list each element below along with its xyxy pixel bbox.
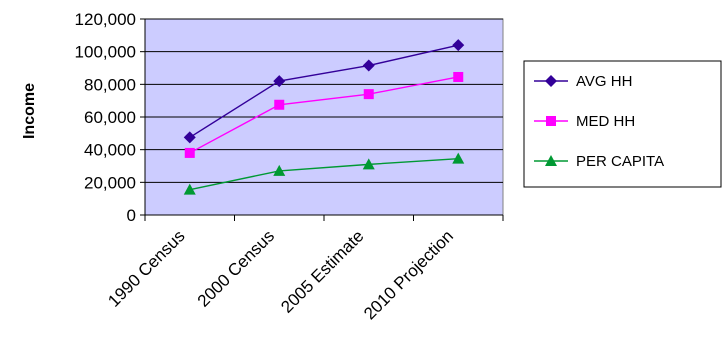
data-point-per-capita	[183, 183, 196, 195]
data-point-per-capita	[362, 158, 375, 170]
data-point-med-hh	[184, 147, 195, 158]
series-avg-hh	[183, 39, 465, 144]
data-point-med-hh	[274, 99, 285, 110]
data-point-avg-hh	[362, 59, 375, 72]
legend-entry-per-capita: PER CAPITA	[534, 153, 664, 170]
y-tick-label: 80,000	[84, 75, 136, 94]
data-point-avg-hh	[452, 39, 465, 52]
y-axis-label: Income	[21, 83, 38, 139]
axes	[144, 19, 504, 221]
y-tick-label: 100,000	[75, 43, 136, 62]
y-tick-label: 120,000	[75, 10, 136, 29]
x-tick-labels: 1990 Census 2000 Census 2005 Estimate2010 …	[104, 226, 457, 323]
series-line-avg-hh	[189, 44, 459, 139]
y-tick-label: 20,000	[84, 173, 136, 192]
y-tick-label: 60,000	[84, 108, 136, 127]
data-point-avg-hh	[273, 75, 286, 88]
data-point-per-capita	[273, 164, 286, 176]
legend-marker	[546, 116, 556, 126]
series-med-hh	[184, 71, 464, 158]
y-tick-label: 0	[127, 206, 136, 225]
x-tick-label: 2005 Estimate	[277, 226, 367, 316]
series-line-per-capita	[189, 157, 459, 191]
y-tick-label: 40,000	[84, 141, 136, 160]
series-group	[183, 39, 465, 195]
legend-label: MED HH	[576, 113, 635, 130]
x-tick-label: 1990 Census	[104, 226, 188, 310]
legend-entry-med-hh: MED HH	[534, 113, 635, 130]
legend-label: PER CAPITA	[576, 153, 664, 170]
legend-marker	[545, 155, 557, 166]
y-tick-labels: 0 20,000 40,000 60,000 80,000 100,000 120,000	[75, 10, 136, 225]
legend-marker	[545, 75, 557, 87]
data-point-med-hh	[363, 89, 374, 100]
legend-label: AVG HH	[576, 73, 632, 90]
series-line-med-hh	[189, 76, 459, 154]
x-tick-label: 2010 Projection	[360, 226, 457, 323]
legend: AVG HH MED HH PER CAPITA	[523, 60, 722, 188]
legend-entry-avg-hh: AVG HH	[534, 73, 632, 90]
data-point-per-capita	[452, 152, 465, 164]
data-point-med-hh	[453, 71, 464, 82]
x-tick-label: 2000 Census	[194, 226, 278, 310]
gridlines	[140, 18, 503, 216]
series-per-capita	[183, 152, 465, 195]
data-point-avg-hh	[183, 131, 196, 144]
